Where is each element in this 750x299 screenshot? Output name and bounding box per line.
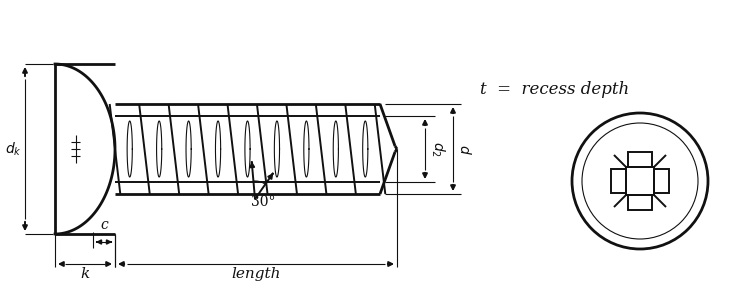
Bar <box>610 169 626 193</box>
Text: k: k <box>80 267 90 281</box>
Text: 30°: 30° <box>251 195 276 209</box>
Text: $d$: $d$ <box>457 144 472 155</box>
Bar <box>628 152 652 167</box>
Bar <box>626 167 654 195</box>
Bar <box>628 195 652 210</box>
Text: c: c <box>100 218 108 232</box>
Text: $d_2$: $d_2$ <box>429 141 446 157</box>
Bar <box>654 169 670 193</box>
Text: $d_k$: $d_k$ <box>5 140 22 158</box>
Text: t  =  recess depth: t = recess depth <box>480 80 629 97</box>
Text: length: length <box>231 267 280 281</box>
